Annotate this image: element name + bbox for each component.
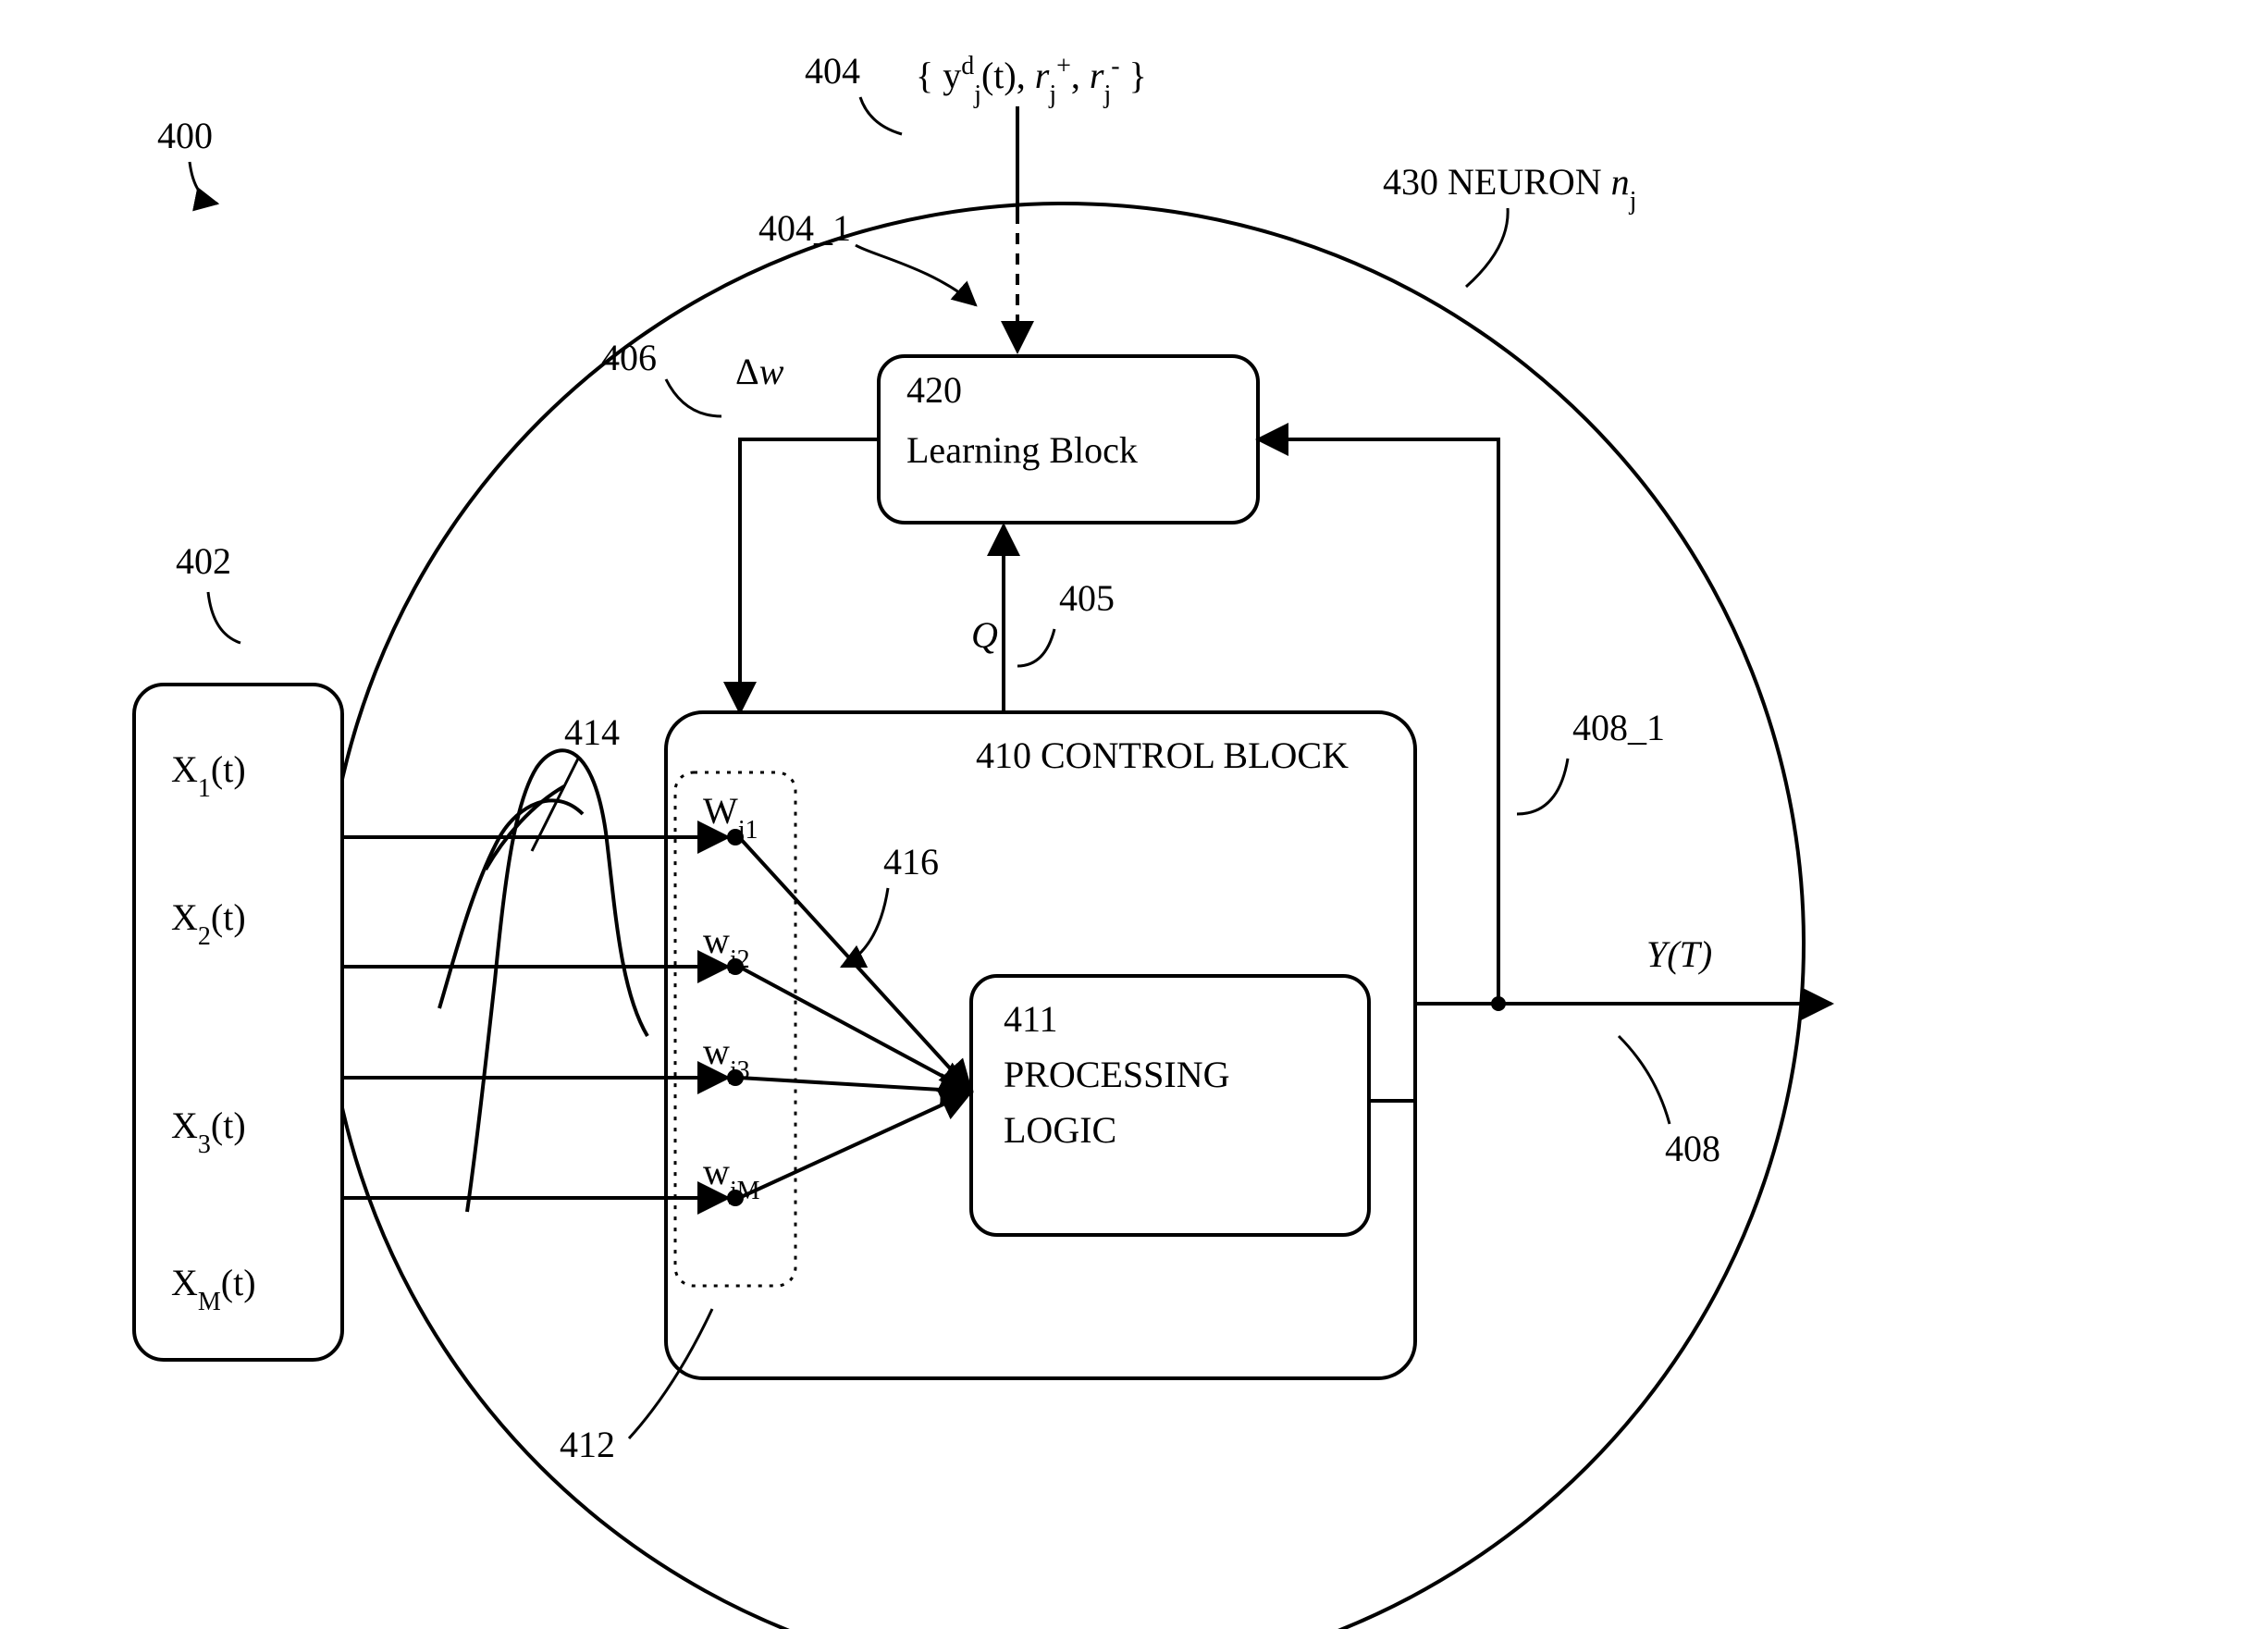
- ref-408-leader: [1619, 1036, 1670, 1124]
- ref-400-leader: [190, 162, 217, 204]
- ref-405-leader: [1017, 629, 1054, 666]
- ref-405: 405: [1059, 577, 1115, 619]
- ref-408-1: 408_1: [1572, 707, 1665, 748]
- ref-416: 416: [883, 841, 939, 882]
- delta-w-label: Δw: [735, 351, 784, 392]
- ref-412: 412: [560, 1424, 615, 1465]
- spike-curve-1: [467, 750, 647, 1212]
- q-label: Q: [971, 614, 998, 656]
- ref-400: 400: [157, 115, 213, 156]
- ref-404-leader: [860, 97, 902, 134]
- input-signal-label: { ydj(t), rj+, rj- }: [916, 52, 1147, 109]
- ref-402-leader: [208, 592, 240, 643]
- proc-l2: LOGIC: [1004, 1109, 1116, 1151]
- ref-404-1-leader: [856, 245, 976, 305]
- neuron-label-leader: [1466, 208, 1508, 287]
- ref-406-leader: [666, 379, 721, 416]
- learning-block-num: 420: [906, 369, 962, 411]
- proc-num: 411: [1004, 998, 1058, 1040]
- arrow-learning-to-weights: [740, 439, 879, 712]
- ref-404-1: 404_1: [758, 207, 851, 249]
- neuron-label: 430 NEURON nj: [1383, 161, 1636, 216]
- ref-408: 408: [1665, 1128, 1720, 1169]
- control-block-title: 410 CONTROL BLOCK: [976, 734, 1349, 776]
- ref-406: 406: [601, 337, 657, 378]
- proc-l1: PROCESSING: [1004, 1054, 1230, 1095]
- ref-408-1-leader: [1517, 759, 1568, 814]
- ref-402: 402: [176, 540, 231, 582]
- ref-414: 414: [564, 711, 620, 753]
- ref-404: 404: [805, 50, 860, 92]
- learning-block-title: Learning Block: [906, 429, 1138, 471]
- output-label: Y(T): [1646, 933, 1712, 975]
